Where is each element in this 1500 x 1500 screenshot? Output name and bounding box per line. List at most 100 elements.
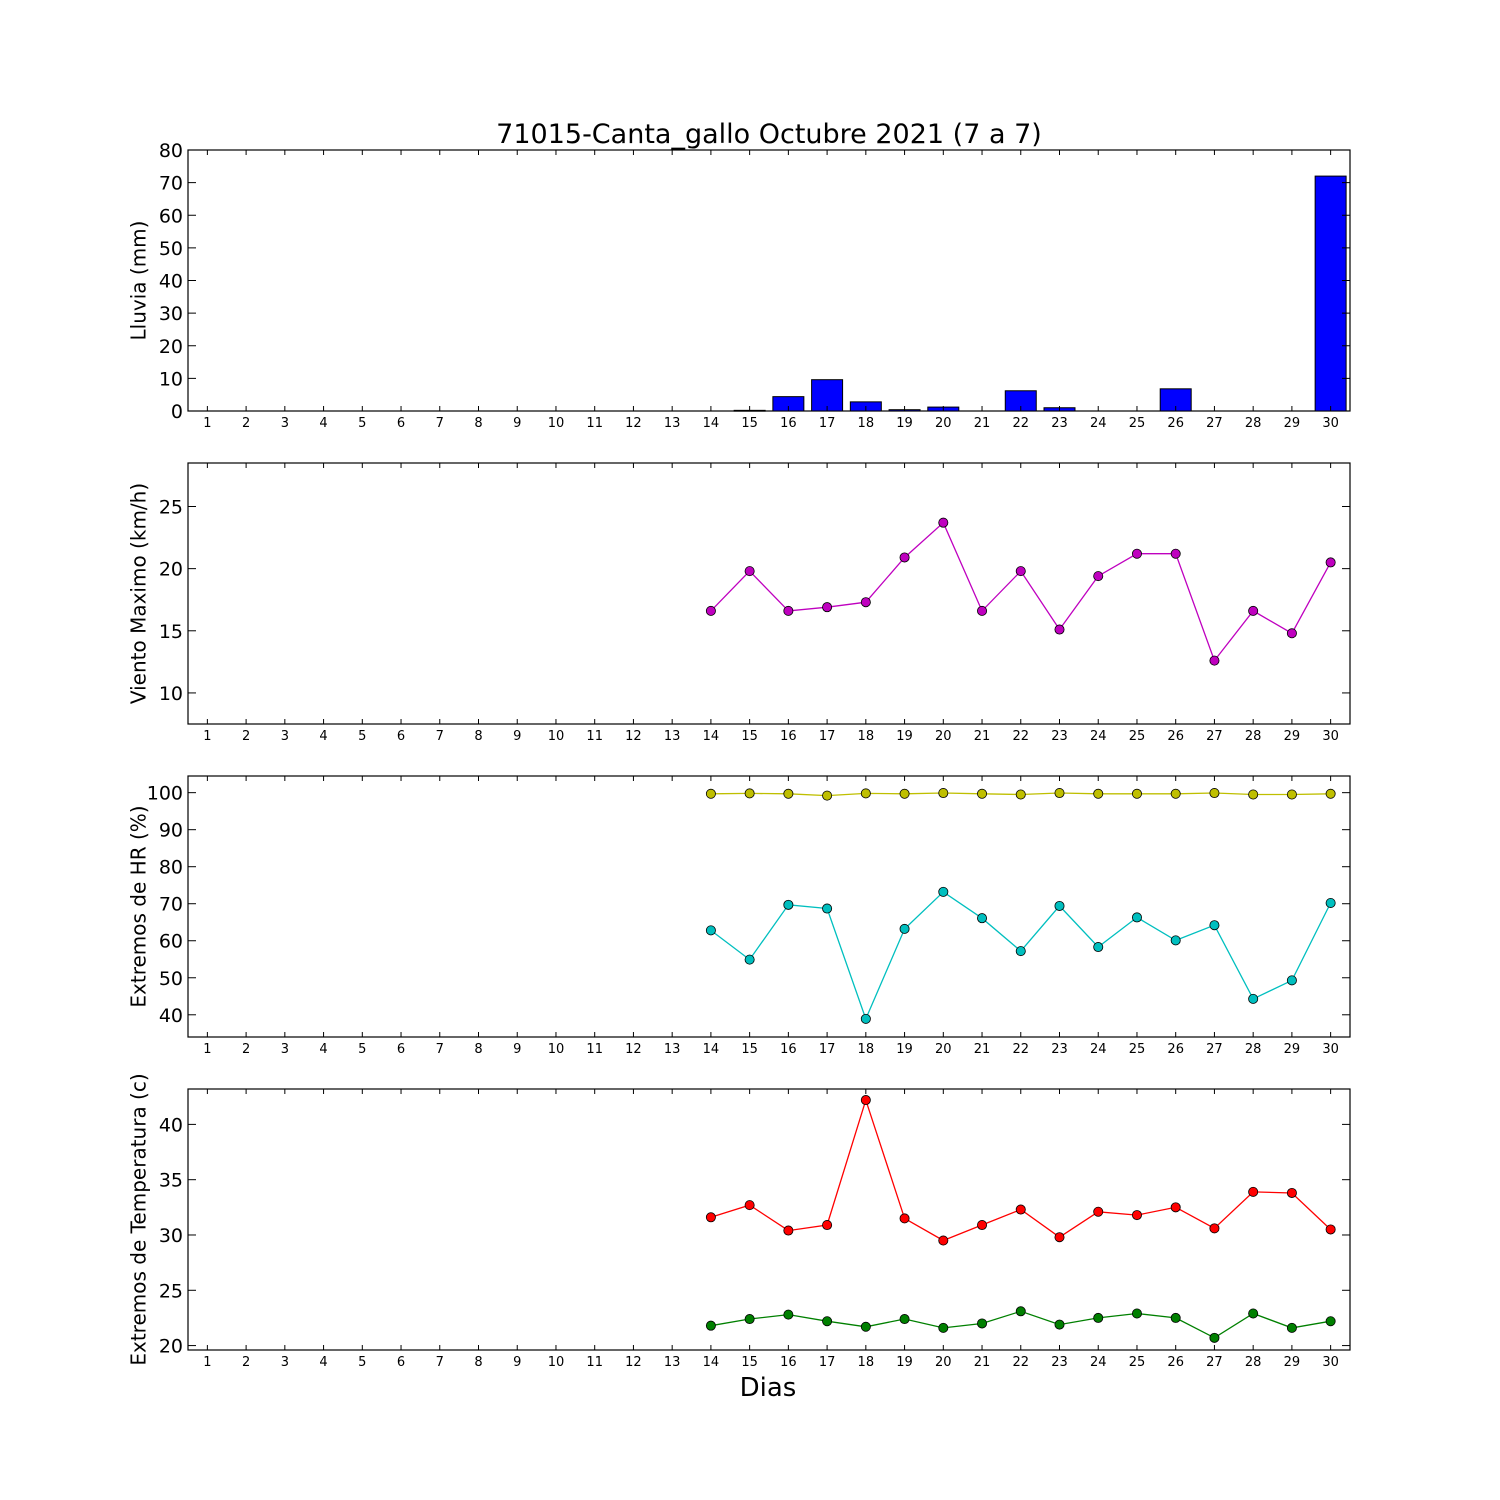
data-point [1054,900,1065,911]
data-point [705,1212,716,1223]
x-tick-label: 13 [664,729,681,744]
x-tick-label: 6 [397,1042,405,1057]
data-point [705,1320,716,1331]
x-tick-label: 11 [586,416,603,431]
x-tick-label: 23 [1051,416,1068,431]
x-tick-label: 24 [1090,416,1107,431]
y-axis-label: Viento Maximo (km/h) [127,483,151,704]
x-tick-label: 11 [586,1355,603,1370]
data-point [783,605,794,616]
x-tick-label: 17 [819,416,836,431]
data-point [938,886,949,897]
x-tick-label: 12 [625,1355,642,1370]
data-point [1209,788,1220,799]
x-tick-label: 8 [474,729,482,744]
x-tick-label: 4 [319,416,327,431]
data-point [977,1220,988,1231]
x-tick-label: 30 [1322,416,1339,431]
data-point [783,1309,794,1320]
data-point [1015,789,1026,800]
x-tick-label: 21 [974,729,991,744]
x-tick-label: 9 [513,1042,521,1057]
data-point [822,602,833,613]
data-point [744,1200,755,1211]
x-tick-label: 3 [281,416,289,431]
data-point [1131,788,1142,799]
y-tick-label: 60 [159,205,183,227]
x-tick-label: 6 [397,416,405,431]
x-tick-label: 12 [625,1042,642,1057]
y-tick-label: 100 [147,783,183,805]
x-tick-label: 17 [819,1355,836,1370]
x-tick-label: 1 [203,729,211,744]
x-tick-label: 15 [741,1042,758,1057]
x-tick-label: 16 [780,1042,797,1057]
y-tick-label: 20 [159,1336,183,1358]
x-tick-label: 2 [242,416,250,431]
x-tick-label: 27 [1206,1355,1223,1370]
data-point [1209,655,1220,666]
x-tick-label: 30 [1322,1042,1339,1057]
x-tick-label: 24 [1090,1355,1107,1370]
x-tick-label: 21 [974,1042,991,1057]
data-point [822,903,833,914]
x-tick-label: 30 [1322,1355,1339,1370]
data-point [1170,548,1181,559]
y-tick-label: 50 [159,968,183,990]
x-tick-label: 16 [780,729,797,744]
x-tick-label: 10 [548,729,565,744]
x-tick-label: 7 [436,729,444,744]
data-point [1054,624,1065,635]
data-point [938,1322,949,1333]
y-tick-label: 30 [159,303,183,325]
x-tick-label: 26 [1167,729,1184,744]
data-point [899,552,910,563]
data-point [1093,571,1104,582]
x-tick-label: 23 [1051,729,1068,744]
data-point [1093,1312,1104,1323]
data-point [1054,1319,1065,1330]
x-tick-label: 29 [1284,416,1301,431]
x-tick-label: 22 [1012,416,1029,431]
x-tick-label: 9 [513,729,521,744]
x-tick-label: 10 [548,1042,565,1057]
x-tick-label: 27 [1206,729,1223,744]
x-tick-label: 19 [896,416,913,431]
x-tick-label: 10 [548,1355,565,1370]
data-point [1131,548,1142,559]
data-point [705,788,716,799]
x-tick-label: 2 [242,1042,250,1057]
data-point [1248,993,1259,1004]
x-tick-label: 26 [1167,416,1184,431]
x-tick-label: 27 [1206,416,1223,431]
data-point [1248,1186,1259,1197]
x-tick-label: 18 [858,1042,875,1057]
x-tick-label: 15 [741,1355,758,1370]
y-axis-label: Extremos de Temperatura (c) [127,1073,151,1365]
y-axis-label: Extremos de HR (%) [127,805,151,1007]
data-point [705,925,716,936]
x-tick-label: 15 [741,416,758,431]
y-tick-label: 25 [159,497,183,519]
data-point [1248,605,1259,616]
y-tick-label: 35 [159,1170,183,1192]
x-tick-label: 18 [858,729,875,744]
x-tick-label: 8 [474,1042,482,1057]
x-tick-label: 26 [1167,1042,1184,1057]
x-tick-label: 11 [586,729,603,744]
wind-panel: 1 2 3 4 5 6 7 8 9 10 11 12 13 14 15 16 17 18 19 20 21 22 23 24 2… [127,462,1351,744]
x-tick-label: 14 [703,1042,720,1057]
x-tick-label: 7 [436,1355,444,1370]
data-point [1015,1306,1026,1317]
y-axis-label: Lluvia (mm) [127,221,151,341]
x-tick-label: 17 [819,729,836,744]
data-point [938,517,949,528]
x-tick-label: 8 [474,1355,482,1370]
data-point [744,954,755,965]
data-point [1015,566,1026,577]
x-tick-label: 22 [1012,729,1029,744]
data-point [1054,788,1065,799]
x-tick-label: 30 [1322,729,1339,744]
temperature-panel: 1 2 3 4 5 6 7 8 9 10 11 12 13 14 15 16 17 18 19 20 21 22 23 24 2… [127,1073,1351,1370]
x-tick-label: 4 [319,1355,327,1370]
